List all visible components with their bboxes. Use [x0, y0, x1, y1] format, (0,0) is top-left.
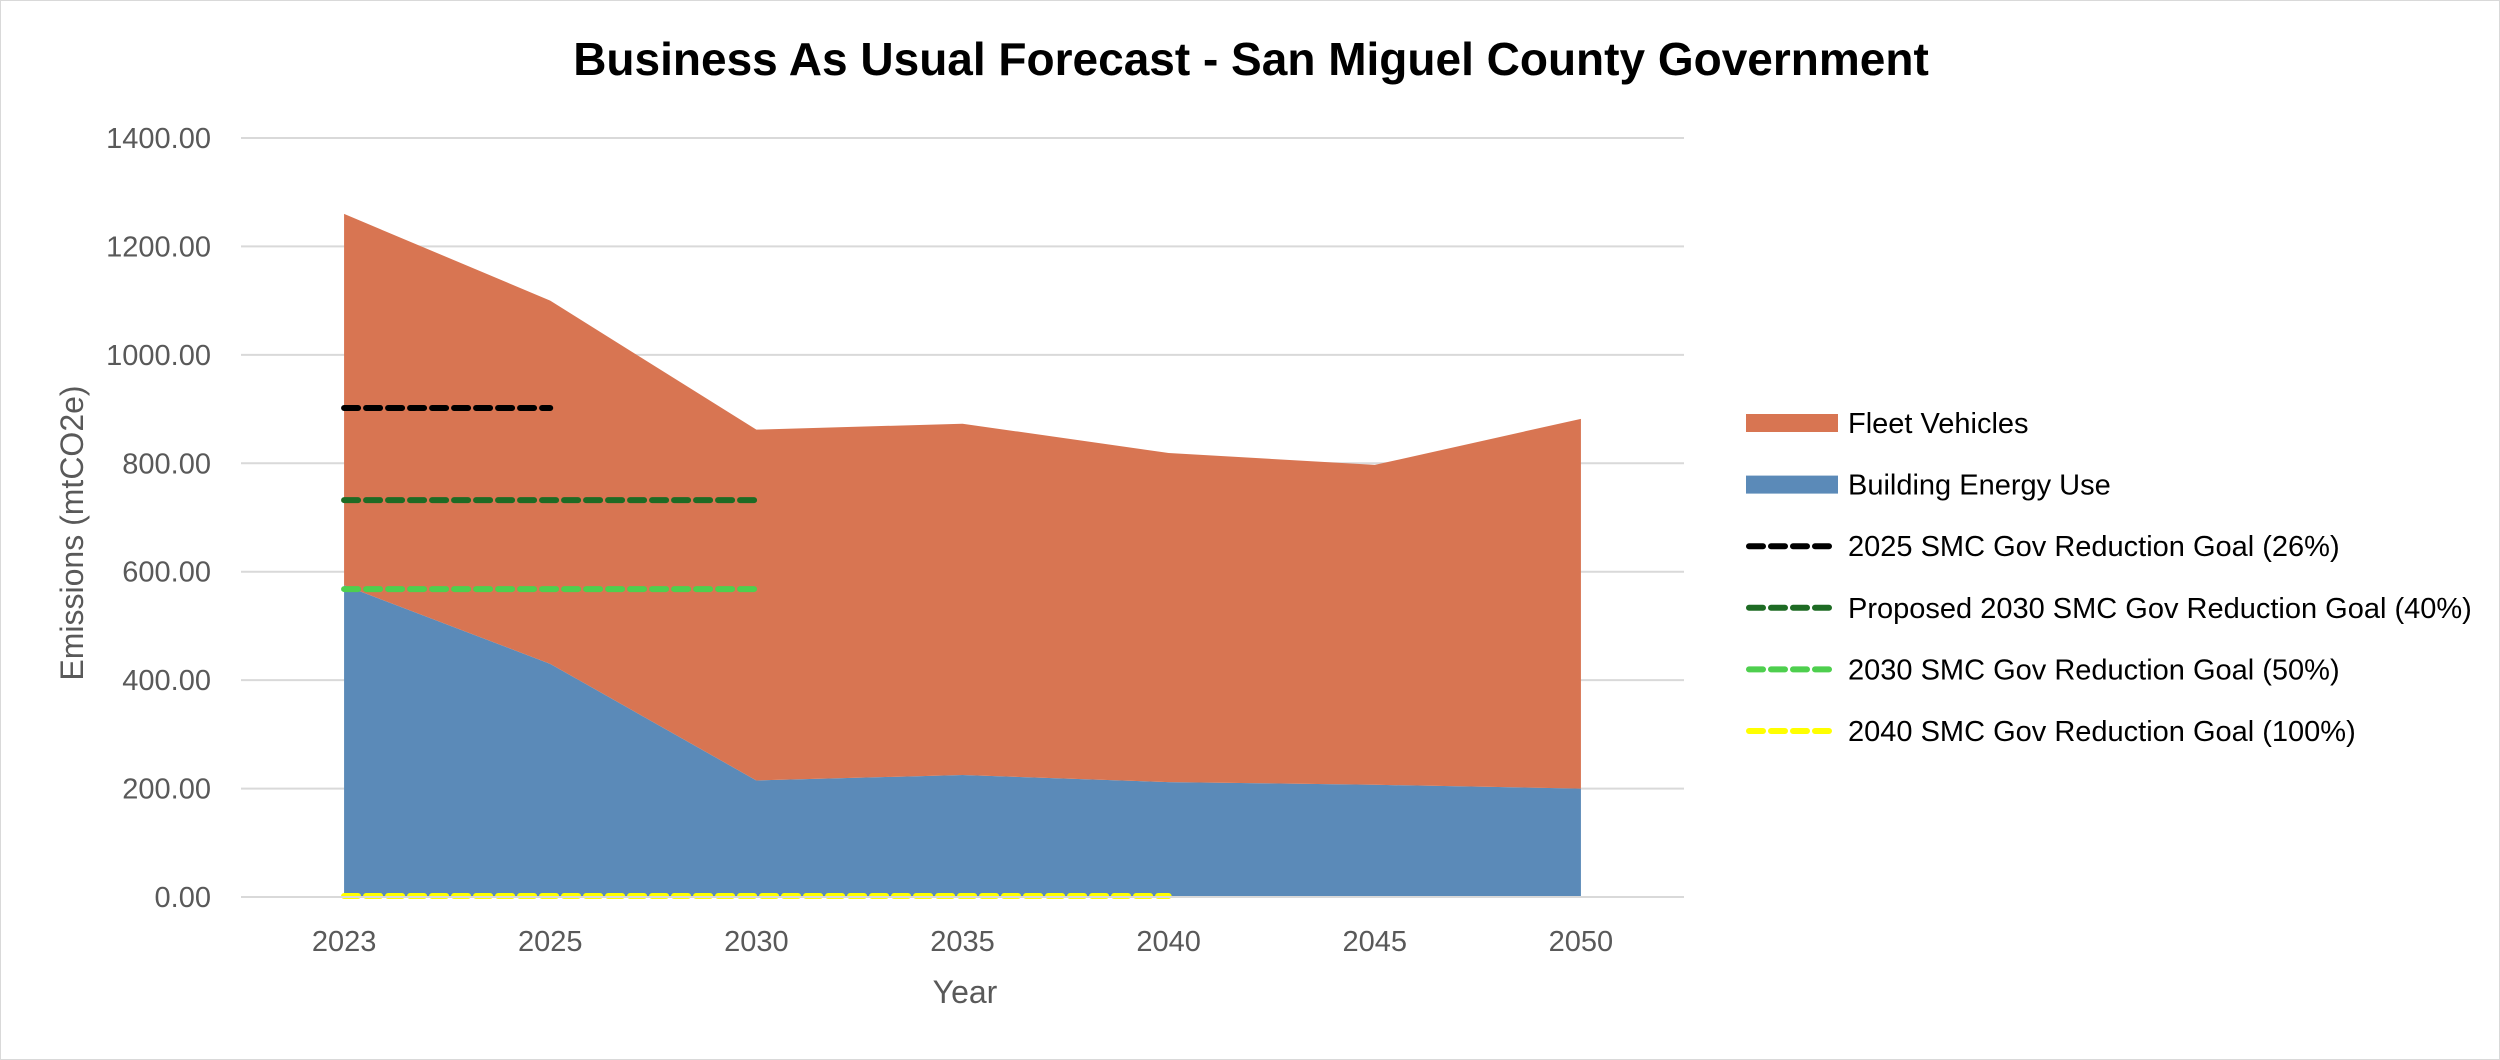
legend-label: Proposed 2030 SMC Gov Reduction Goal (40… [1848, 593, 2472, 625]
y-tick-label: 400.00 [122, 665, 211, 697]
y-tick-label: 800.00 [122, 448, 211, 480]
y-axis: 0.00 200.00 400.00 600.00 800.00 1000.00 1200.… [106, 123, 211, 914]
y-tick-label: 1000.00 [106, 340, 211, 372]
area-building-energy-use [344, 585, 1581, 897]
y-tick-label: 0.00 [155, 882, 211, 914]
x-tick-label: 2030 [724, 926, 789, 958]
chart-title: Business As Usual Forecast - San Miguel … [573, 33, 1929, 85]
x-tick-label: 2025 [518, 926, 583, 958]
legend-swatch [1746, 475, 1838, 494]
x-tick-label: 2035 [930, 926, 995, 958]
x-axis-title: Year [933, 974, 998, 1010]
legend-label: Fleet Vehicles [1848, 408, 2029, 440]
y-tick-label: 1200.00 [106, 231, 211, 263]
x-tick-label: 2040 [1136, 926, 1201, 958]
legend-label: 2040 SMC Gov Reduction Goal (100%) [1848, 716, 2356, 748]
x-tick-label: 2045 [1343, 926, 1408, 958]
x-tick-label: 2050 [1549, 926, 1614, 958]
x-axis: 2023 2025 2030 2035 2040 2045 2050 [241, 896, 1684, 958]
y-tick-label: 200.00 [122, 774, 211, 806]
area-series [344, 213, 1581, 897]
legend-swatch [1746, 414, 1838, 432]
y-tick-label: 600.00 [122, 557, 211, 589]
y-axis-title: Emissions (mtCO2e) [54, 385, 90, 680]
area-fleet-vehicles [344, 213, 1581, 789]
y-tick-label: 1400.00 [106, 123, 211, 155]
legend: Fleet Vehicles Building Energy Use 2025 SM… [1746, 408, 2472, 748]
legend-label: 2030 SMC Gov Reduction Goal (50%) [1848, 654, 2340, 686]
legend-label: Building Energy Use [1848, 470, 2111, 502]
x-tick-label: 2023 [312, 926, 377, 958]
legend-label: 2025 SMC Gov Reduction Goal (26%) [1848, 531, 2340, 563]
